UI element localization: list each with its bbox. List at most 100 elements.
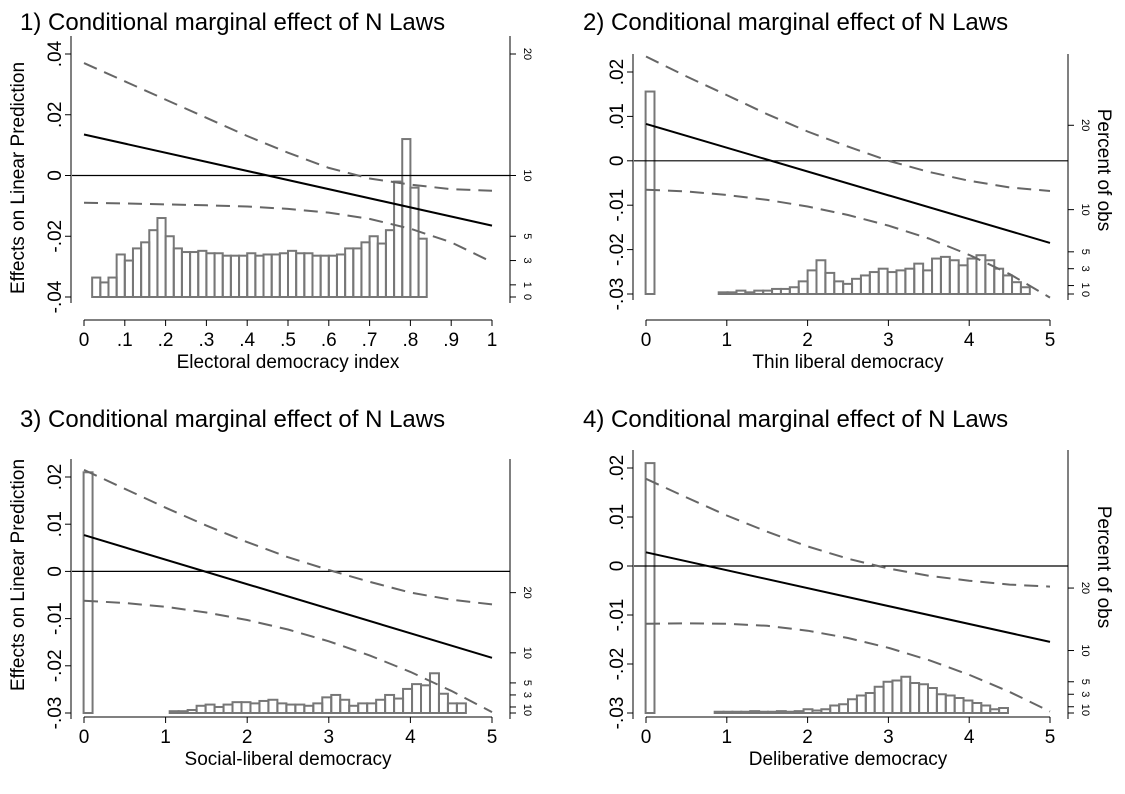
ci-upper-line [645,477,1051,588]
histogram-bar [267,698,279,715]
histogram-bar [713,710,725,714]
histogram-bar [352,247,363,298]
right-tick-label: 10 [1079,644,1091,656]
histogram-bar [948,259,960,296]
histogram-bar [409,186,420,298]
right-tick-label: 20 [1079,119,1091,131]
histogram-bar [842,282,854,295]
histogram-bar [276,702,288,714]
x-axis-label: Deliberative democracy [749,749,948,770]
histogram-bar [722,710,734,714]
histogram-bar [376,242,387,298]
marginal-effect-line [645,122,1051,244]
ci-upper-line [83,62,493,192]
histogram-bar [231,701,243,715]
histogram-bar [731,710,743,714]
histogram-bar [401,138,412,298]
histogram-bar [767,710,778,714]
histogram-bar [278,252,289,298]
ci-lower-line [83,201,493,263]
histogram-bar [107,276,118,298]
x-tick-label: 3 [883,330,894,351]
histogram-bar [931,257,942,295]
histogram-bar [321,696,333,715]
histogram-bar [417,237,428,298]
histogram-bar [939,255,951,295]
histogram-bar [944,694,956,714]
right-tick-label: 10 [1079,204,1091,216]
histogram-bar [270,253,281,299]
x-tick-label: 0 [641,727,652,748]
histogram-bar [859,274,871,295]
x-tick-label: 1 [722,330,733,351]
right-tick-label: 3 [1079,266,1091,272]
histogram-bar [918,683,929,715]
histogram-bar [900,675,912,714]
histogram-bar [205,252,216,298]
histogram-bar [1011,281,1022,296]
x-tick-label: 1 [722,727,733,748]
histogram-bar [177,710,189,715]
histogram-bar [788,286,800,295]
histogram-bar [402,687,414,715]
x-tick-label: 5 [1045,330,1056,351]
right-axis-label: Percent of obs [1093,506,1114,629]
x-tick-label: .9 [443,330,459,351]
histogram-bar [156,217,167,298]
histogram-bar [168,710,180,715]
y-tick-label: .01 [607,103,628,129]
histogram-bar [238,254,249,299]
histogram-bar [868,271,880,296]
histogram-bar [824,271,836,296]
right-tick-label: 20 [521,48,533,60]
right-tick-label: 1 [1079,704,1091,710]
y-tick-label: -.02 [607,233,628,266]
histogram-bar [895,269,907,296]
histogram-bar [131,247,143,298]
histogram-bar [254,254,265,299]
histogram-bar [877,267,889,295]
right-tick-label: 5 [1079,249,1091,255]
histogram-bar [229,254,241,299]
histogram-bar [989,708,1001,714]
histogram-bar [762,289,774,296]
histogram-bar [784,710,796,714]
x-axis-label: Thin liberal democracy [752,352,944,373]
y-tick-label: 0 [607,561,628,572]
histogram-bar [197,249,208,298]
histogram-bar [335,253,347,299]
y-axis-label: Effects on Linear Prediction [8,62,29,294]
histogram-bar [303,252,314,298]
histogram-bar [249,702,261,714]
histogram-bar [740,710,752,714]
y-tick-label: -.03 [607,697,628,730]
right-tick-label: 1 [521,282,533,288]
histogram-bar [240,701,252,715]
x-tick-label: 4 [964,330,975,351]
histogram-bar [213,252,224,298]
x-axis-label: Electoral democracy index [177,352,400,373]
y-tick-label: .01 [45,511,66,537]
marginal-effect-line [83,133,493,227]
ci-upper-line [83,468,493,606]
histogram-bar [833,280,845,296]
right-tick-label: 20 [521,587,533,599]
histogram-bar [222,703,234,714]
histogram-bar [922,269,934,296]
chart-panel-4: 4) Conditional marginal effect of N Laws… [563,397,1125,794]
y-tick-label: .02 [45,102,66,128]
histogram-bar [384,693,396,715]
x-tick-label: 3 [883,727,894,748]
histogram-bar [726,291,738,296]
chart-panel-1: 1) Conditional marginal effect of N Laws… [0,0,562,397]
x-tick-label: 5 [1045,727,1056,748]
histogram-bar [980,704,992,714]
y-tick-label: -.01 [607,189,628,222]
x-tick-label: 5 [487,727,498,748]
histogram-bar [962,699,974,715]
histogram-bar [189,251,200,298]
histogram-bar [195,704,207,715]
ci-lower-line [645,622,1051,713]
histogram-bar [735,289,747,296]
histogram-bar [213,705,225,714]
